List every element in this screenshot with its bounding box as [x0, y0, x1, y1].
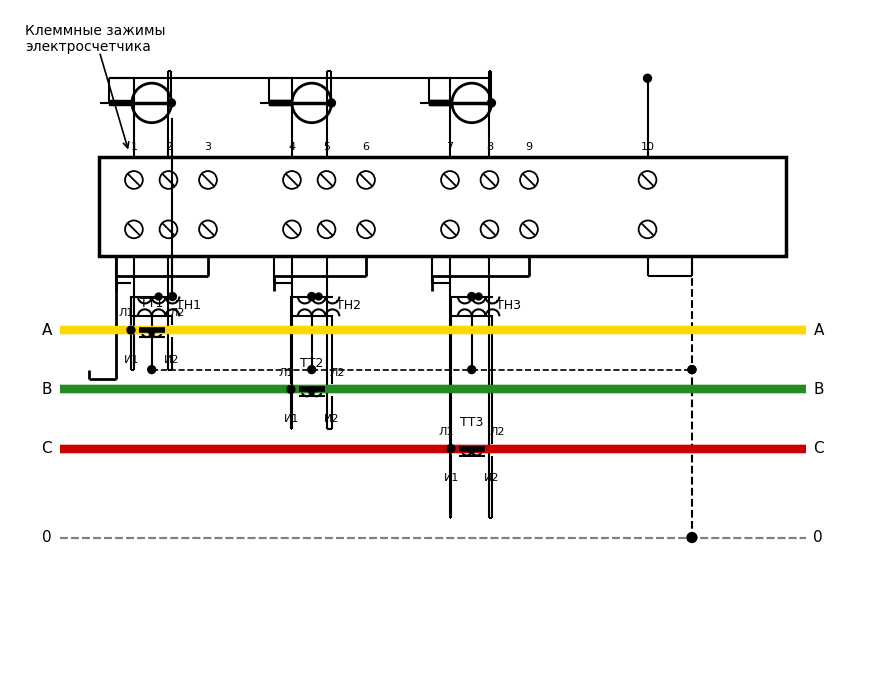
Text: 7: 7 [446, 143, 453, 152]
Text: Л2: Л2 [169, 308, 185, 318]
Circle shape [687, 533, 697, 542]
Circle shape [168, 99, 176, 107]
Circle shape [328, 99, 335, 107]
Circle shape [149, 329, 155, 335]
Circle shape [487, 99, 495, 107]
Text: B: B [814, 382, 824, 397]
Text: 6: 6 [363, 143, 369, 152]
Circle shape [307, 293, 315, 300]
Bar [99, 158, 786, 256]
Text: C: C [814, 441, 824, 456]
Circle shape [307, 366, 315, 374]
Text: ТН1: ТН1 [177, 299, 202, 312]
Bar [269, 101, 291, 105]
Text: Клеммные зажимы
электросчетчика: Клеммные зажимы электросчетчика [25, 24, 166, 54]
Text: ТН3: ТН3 [496, 299, 521, 312]
Circle shape [315, 293, 322, 300]
Text: Л2: Л2 [489, 427, 505, 437]
Text: A: A [814, 322, 823, 337]
Text: 10: 10 [641, 143, 654, 152]
Text: 8: 8 [486, 143, 493, 152]
Circle shape [643, 74, 651, 82]
Text: И2: И2 [484, 473, 499, 483]
Text: A: A [41, 322, 52, 337]
Bar [269, 101, 291, 105]
Text: 0: 0 [814, 530, 823, 545]
Circle shape [688, 366, 696, 374]
Text: 4: 4 [289, 143, 296, 152]
Text: И2: И2 [164, 355, 179, 365]
Circle shape [469, 448, 475, 454]
Text: ТТ2: ТТ2 [300, 357, 323, 370]
Circle shape [447, 445, 455, 452]
Circle shape [155, 293, 162, 300]
Text: 1: 1 [131, 143, 137, 152]
Text: 3: 3 [204, 143, 211, 152]
Bar [429, 101, 451, 105]
Text: И1: И1 [125, 355, 140, 365]
Circle shape [475, 293, 482, 300]
Text: 9: 9 [525, 143, 532, 152]
Text: И2: И2 [323, 414, 340, 424]
Text: Л1: Л1 [118, 308, 134, 318]
Text: Л2: Л2 [330, 368, 345, 377]
Circle shape [688, 366, 696, 374]
Circle shape [127, 326, 135, 334]
Text: 0: 0 [42, 530, 52, 545]
Bar [109, 101, 131, 105]
Text: Л1: Л1 [438, 427, 453, 437]
Circle shape [468, 293, 476, 300]
Text: B: B [41, 382, 52, 397]
Text: 5: 5 [323, 143, 330, 152]
Text: 2: 2 [165, 143, 172, 152]
Text: C: C [41, 441, 52, 456]
Bar [429, 101, 451, 105]
Circle shape [309, 389, 314, 394]
Circle shape [148, 366, 156, 374]
Text: ТН2: ТН2 [336, 299, 361, 312]
Circle shape [168, 293, 177, 300]
Circle shape [468, 366, 476, 374]
Text: ТТ3: ТТ3 [460, 416, 483, 429]
Text: И1: И1 [284, 414, 299, 424]
Text: ТТ1: ТТ1 [140, 297, 163, 310]
Text: Л1: Л1 [279, 368, 294, 377]
Circle shape [287, 385, 295, 393]
Text: И1: И1 [444, 473, 460, 483]
